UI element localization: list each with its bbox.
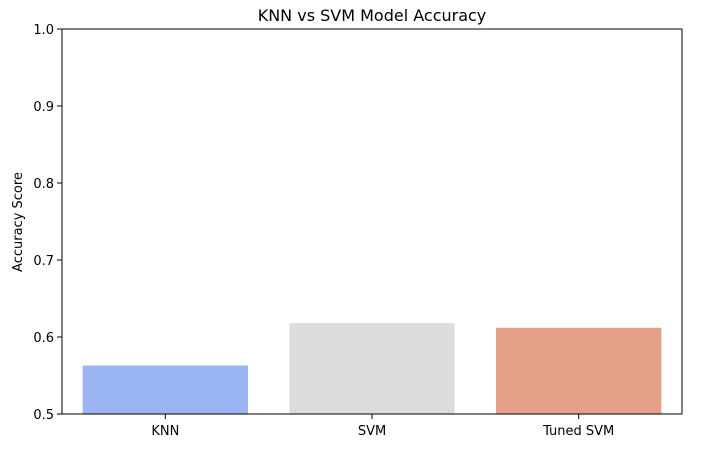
plot-frame bbox=[61, 28, 683, 415]
y-tick-label: 0.8 bbox=[33, 177, 54, 192]
y-tick-label: 0.9 bbox=[33, 100, 54, 115]
x-tick-label: KNN bbox=[151, 424, 179, 439]
x-tick-label: Tuned SVM bbox=[542, 424, 614, 439]
y-tick-label: 0.6 bbox=[33, 331, 54, 346]
y-tick-label: 0.5 bbox=[33, 408, 54, 423]
bar-svm bbox=[289, 323, 455, 414]
bar-tuned-svm bbox=[496, 327, 662, 414]
bar-knn bbox=[82, 365, 249, 414]
y-tick-label: 0.7 bbox=[33, 254, 54, 269]
x-axis-ticks: KNN SVM Tuned SVM bbox=[151, 414, 614, 439]
y-axis-ticks: 0.5 0.6 0.7 0.8 0.9 1.0 bbox=[33, 23, 62, 423]
y-tick-label: 1.0 bbox=[33, 23, 54, 38]
x-tick-label: SVM bbox=[358, 424, 386, 439]
bars-group bbox=[82, 323, 662, 414]
y-axis-label: Accuracy Score bbox=[11, 172, 26, 272]
chart-title: KNN vs SVM Model Accuracy bbox=[258, 6, 487, 25]
